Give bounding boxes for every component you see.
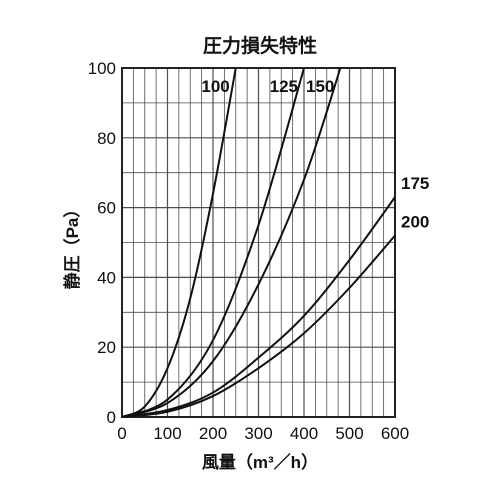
- x-tick-label: 100: [153, 424, 181, 443]
- series-label-100: 100: [201, 77, 229, 96]
- series-label-150: 150: [306, 77, 334, 96]
- x-tick-label: 200: [199, 424, 227, 443]
- x-tick-label: 500: [335, 424, 363, 443]
- y-tick-label: 60: [97, 199, 116, 218]
- grid: [121, 67, 396, 418]
- x-axis-label: 風量（m³／h）: [202, 452, 318, 472]
- series-labels: 100 125 150 175 200: [201, 77, 429, 232]
- y-axis-ticks: 0 20 40 60 80 100: [88, 59, 116, 427]
- series-lines: [121, 67, 396, 418]
- series-line-125: [121, 67, 305, 418]
- x-tick-label: 600: [381, 424, 409, 443]
- chart-title: 圧力損失特性: [203, 34, 317, 57]
- x-axis-ticks: 0 100 200 300 400 500 600: [117, 424, 409, 443]
- x-tick-label: 0: [117, 424, 126, 443]
- series-line-175: [121, 196, 396, 418]
- plot-area: [121, 67, 396, 418]
- series-label-200: 200: [401, 213, 429, 232]
- series-line-100: [121, 67, 237, 418]
- y-tick-label: 40: [97, 268, 116, 287]
- x-tick-label: 400: [290, 424, 318, 443]
- y-tick-label: 100: [88, 59, 116, 78]
- y-tick-label: 0: [107, 408, 116, 427]
- y-axis-label: 静圧（Pa）: [62, 201, 82, 290]
- x-tick-label: 300: [244, 424, 272, 443]
- y-tick-label: 20: [97, 338, 116, 357]
- series-label-125: 125: [270, 77, 298, 96]
- series-line-150: [121, 67, 342, 418]
- series-label-175: 175: [401, 174, 429, 193]
- series-line-200: [121, 234, 396, 418]
- y-tick-label: 80: [97, 129, 116, 148]
